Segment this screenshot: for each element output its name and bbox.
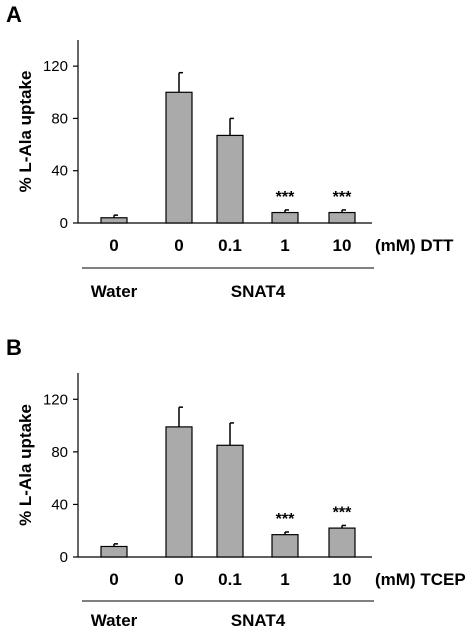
bar <box>165 91 193 224</box>
y-axis-label: % L-Ala uptake <box>16 404 35 526</box>
x-category-label: 0 <box>174 570 183 589</box>
y-tick-label: 0 <box>60 549 68 566</box>
x-category-label: 10 <box>333 236 352 255</box>
x-category-label: 0.1 <box>218 236 242 255</box>
significance-label: *** <box>276 189 295 206</box>
y-tick-label: 40 <box>51 496 68 513</box>
y-tick-label: 80 <box>51 110 68 127</box>
group-label: Water <box>91 282 138 301</box>
significance-label: *** <box>333 189 352 206</box>
bar-chart-tcep: B 0 40 80 120 % L-Ala uptake 0 0 0.1 *** 1 *** 10 (mM… <box>6 335 466 630</box>
bar <box>328 211 356 224</box>
x-category-label: 0.1 <box>218 570 242 589</box>
x-category-label: 0 <box>109 236 118 255</box>
x-category-label: 1 <box>280 570 289 589</box>
group-label: SNAT4 <box>231 282 286 301</box>
bar <box>100 217 128 224</box>
group-label: SNAT4 <box>231 611 286 630</box>
y-tick-label: 120 <box>43 391 68 408</box>
bar <box>216 134 244 224</box>
bar-chart-dtt: A 0 40 80 120 % L-Ala uptake 0 0 0.1 *** 1 *** 10 (mM… <box>6 2 454 301</box>
x-unit-label: (mM) TCEP <box>375 570 466 589</box>
bar <box>100 545 128 558</box>
bar <box>271 534 299 558</box>
x-category-label: 10 <box>333 570 352 589</box>
chart-panel-b: B 0 40 80 120 % L-Ala uptake 0 0 0.1 *** 1 *** 10 (mM… <box>0 333 474 632</box>
y-tick-label: 40 <box>51 163 68 180</box>
significance-label: *** <box>276 511 295 528</box>
y-tick-label: 80 <box>51 444 68 461</box>
y-tick-label: 120 <box>43 58 68 75</box>
x-category-label: 0 <box>174 236 183 255</box>
x-category-label: 1 <box>280 236 289 255</box>
bar <box>216 444 244 558</box>
panel-letter-B: B <box>6 335 22 360</box>
bar <box>165 426 193 558</box>
y-axis-label: % L-Ala uptake <box>16 71 35 193</box>
bar <box>328 527 356 558</box>
bar <box>271 211 299 224</box>
significance-label: *** <box>333 504 352 521</box>
y-tick-label: 0 <box>60 215 68 232</box>
group-label: Water <box>91 611 138 630</box>
x-unit-label: (mM) DTT <box>375 236 454 255</box>
chart-panel-a: A 0 40 80 120 % L-Ala uptake 0 0 0.1 *** 1 *** 10 (mM… <box>6 2 454 301</box>
x-category-label: 0 <box>109 570 118 589</box>
panel-letter-A: A <box>6 2 22 27</box>
